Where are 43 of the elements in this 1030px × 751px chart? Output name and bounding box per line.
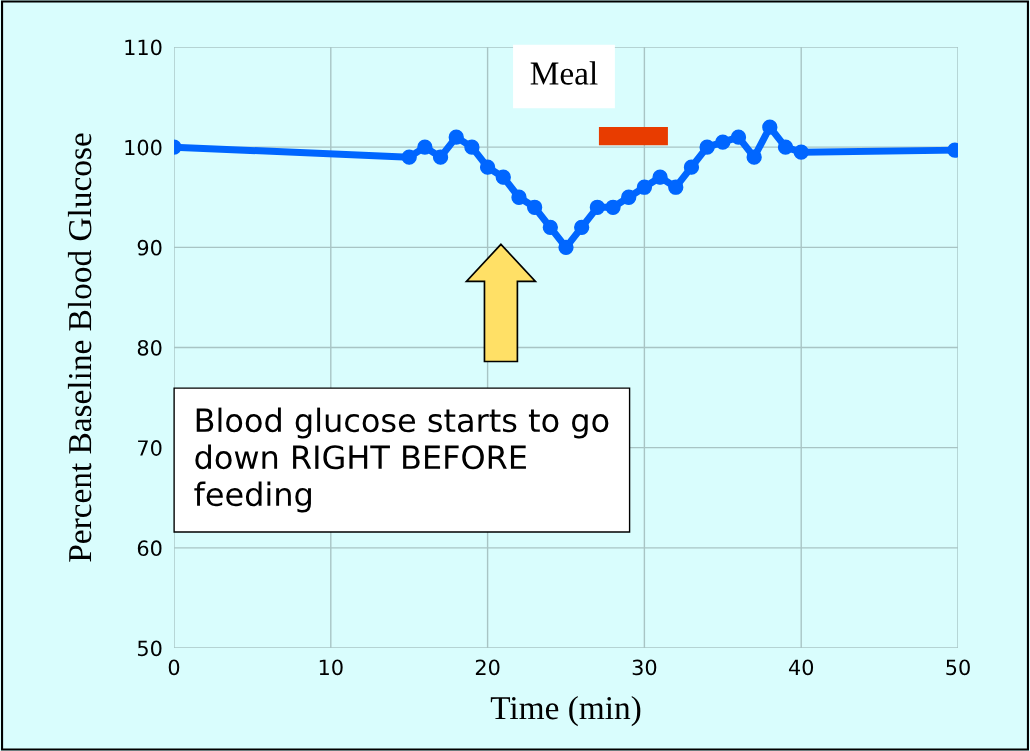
point <box>511 189 527 205</box>
point <box>652 169 668 185</box>
point <box>777 139 794 155</box>
point <box>793 144 809 160</box>
y-tick-label: 110 <box>125 39 162 56</box>
point <box>574 219 590 235</box>
point <box>448 129 464 145</box>
point <box>495 169 511 185</box>
y-tick-label: 100 <box>125 139 162 156</box>
series-label: Meal <box>530 61 598 85</box>
point <box>479 159 496 175</box>
point <box>589 199 605 215</box>
point <box>432 149 449 165</box>
point <box>605 199 621 215</box>
point <box>668 179 684 195</box>
point <box>417 139 433 155</box>
point <box>636 179 653 195</box>
point <box>683 159 700 175</box>
point <box>730 129 747 145</box>
y-tick-label: 90 <box>137 239 162 256</box>
point <box>527 199 543 215</box>
point <box>621 189 637 205</box>
point <box>558 239 574 255</box>
annotation: Blood glucose starts to go down RIGHT BEFORE feeding <box>194 407 609 513</box>
x-tick-label: 30 <box>632 659 657 676</box>
x-tick-label: 40 <box>788 659 814 676</box>
point <box>464 139 480 155</box>
y-tick-label: 80 <box>137 339 162 356</box>
point <box>699 139 715 155</box>
y-tick-label: 60 <box>137 540 162 557</box>
y-axis-title: Percent Baseline Blood Glucose <box>67 133 92 562</box>
point <box>542 219 558 235</box>
point <box>746 149 762 165</box>
y-tick-label: 70 <box>138 440 162 456</box>
x-axis-title: Time (min) <box>490 695 641 727</box>
point <box>401 149 417 165</box>
y-tick-label: 50 <box>137 640 162 657</box>
x-tick-label: 10 <box>319 659 343 676</box>
point <box>715 134 731 150</box>
point <box>762 119 778 135</box>
x-tick-label: 20 <box>475 659 500 676</box>
x-tick-label: 50 <box>946 659 970 676</box>
x-tick-label: 0 <box>168 659 180 676</box>
